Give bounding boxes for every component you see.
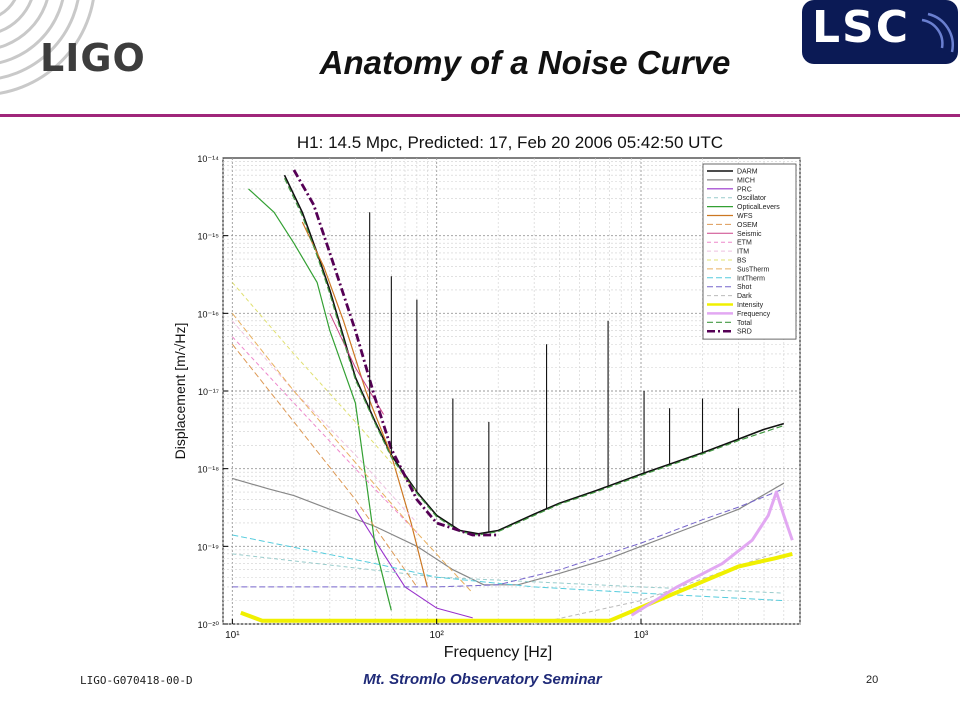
series-line-etm [231,336,418,534]
series-line-srd [292,169,499,537]
series-line-wfs [301,221,428,588]
page-number: 20 [866,674,879,686]
noise-curve-chart: H1: 14.5 Mpc, Predicted: 17, Feb 20 2006… [165,126,815,666]
legend-entry: SusTherm [737,266,769,273]
legend-entry: ITM [737,249,749,256]
series-line-darm [283,174,785,535]
legend-box [702,163,797,340]
legend-entry: Intensity [737,302,764,309]
y-tick-label: 10⁻¹⁹ [197,542,219,552]
spike-layer [369,212,740,533]
y-axis-label: Displacement [m/√Hz] [172,323,188,460]
chart-svg: H1: 14.5 Mpc, Predicted: 17, Feb 20 2006… [172,133,801,661]
series-line-sustherm [231,312,474,594]
legend-entry: OpticalLevers [737,204,780,211]
lsc-logo: LSC [802,0,958,64]
y-tick-label: 10⁻¹⁵ [198,232,220,242]
legend-entry: Seismic [737,231,762,238]
document-id: LIGO-G070418-00-D [80,674,193,687]
slide-title: Anatomy of a Noise Curve [319,44,731,81]
title-divider [0,114,960,117]
series-line-intensity [240,551,793,623]
series-line-frequency [630,490,794,617]
y-tick-label: 10⁻¹⁷ [198,387,219,397]
legend-entry: Oscillator [737,195,767,202]
chart-title: H1: 14.5 Mpc, Predicted: 17, Feb 20 2006… [297,133,723,152]
series-line-shot [232,488,784,588]
x-tick-label: 10³ [634,630,649,641]
legend-entry: OSEM [737,222,758,229]
seminar-name: Mt. Stromlo Observatory Seminar [363,671,602,688]
series-line-osem [231,343,418,588]
legend-entry: Total [737,320,752,327]
series-line-bs [231,282,418,493]
series-line-itm [231,320,418,524]
series-line-mich [232,477,785,586]
y-tick-label: 10⁻¹⁶ [198,309,220,319]
series-line-total [283,177,784,536]
legend-entry: IntTherm [737,275,765,282]
ligo-logo: LIGO [40,36,146,80]
legend-entry: WFS [737,213,753,220]
y-tick-label: 10⁻²⁰ [198,620,220,630]
legend-entry: MICH [737,177,755,184]
x-tick-label: 10¹ [225,630,240,641]
series-layer [231,169,794,625]
legend-entry: ETM [737,240,752,247]
legend-entry: Dark [737,293,752,300]
x-tick-label: 10² [429,630,444,641]
axes-layer: 10¹ 10² 10³ 10⁻²⁰ 10⁻¹⁹ 10⁻¹⁸ 10⁻¹⁷ 10⁻¹⁶ 10⁻¹⁵ 1… [197,154,649,641]
y-tick-label: 10⁻¹⁸ [197,465,219,475]
legend-entry: Frequency [737,311,771,318]
legend-entry: PRC [737,186,752,193]
lsc-logo-text: LSC [812,2,911,53]
legend-entry: DARM [737,169,758,176]
legend-entry: SRD [737,329,752,336]
y-tick-label: 10⁻¹⁴ [197,154,219,164]
legend-entry: BS [737,258,747,265]
x-axis-label: Frequency [Hz] [444,644,552,661]
legend-entry: Shot [737,284,751,291]
